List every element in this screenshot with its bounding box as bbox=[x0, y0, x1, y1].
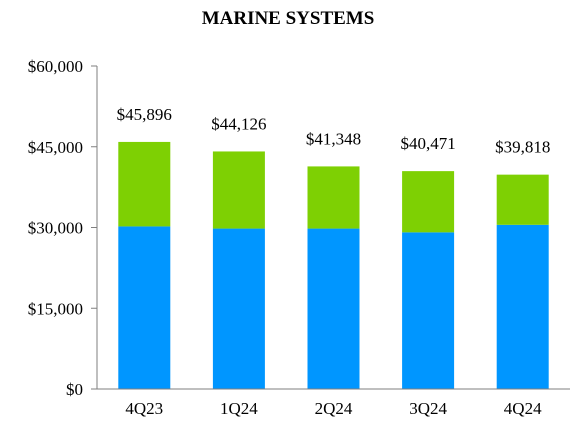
x-tick-label: 4Q24 bbox=[504, 399, 542, 418]
x-tick-label: 3Q24 bbox=[409, 399, 447, 418]
bar-segment-lower bbox=[496, 224, 549, 389]
y-tick-label: $45,000 bbox=[28, 138, 83, 157]
bar-segment-lower bbox=[118, 226, 171, 389]
x-tick-label: 2Q24 bbox=[315, 399, 353, 418]
y-axis: $0 $15,000 $30,000 $45,000 $60,000 bbox=[28, 57, 98, 399]
bar-segment-lower bbox=[402, 232, 455, 389]
chart-title: MARINE SYSTEMS bbox=[202, 8, 375, 29]
x-tick-label: 4Q23 bbox=[125, 399, 163, 418]
bars bbox=[118, 141, 549, 389]
bar-segment-lower bbox=[307, 228, 360, 389]
bar-segment-upper bbox=[212, 151, 265, 229]
bar-segment-upper bbox=[496, 174, 549, 225]
y-tick-label: $0 bbox=[66, 380, 83, 399]
bar-segment-upper bbox=[402, 171, 455, 233]
bar-segment-upper bbox=[118, 141, 171, 227]
data-labels: $45,896 $44,126 $41,348 $40,471 $39,818 bbox=[117, 105, 551, 157]
bar-total-label: $44,126 bbox=[211, 114, 266, 133]
y-tick-label: $15,000 bbox=[28, 299, 83, 318]
y-tick-label: $60,000 bbox=[28, 57, 83, 76]
x-axis: 4Q23 1Q24 2Q24 3Q24 4Q24 bbox=[97, 388, 570, 418]
bar-segment-lower bbox=[212, 228, 265, 389]
y-tick-label: $30,000 bbox=[28, 219, 83, 238]
x-tick-label: 1Q24 bbox=[220, 399, 258, 418]
bar-segment-upper bbox=[307, 166, 360, 229]
bar-total-label: $41,348 bbox=[306, 129, 361, 148]
bar-total-label: $45,896 bbox=[117, 105, 172, 124]
bar-total-label: $40,471 bbox=[400, 134, 455, 153]
bar-total-label: $39,818 bbox=[495, 138, 550, 157]
